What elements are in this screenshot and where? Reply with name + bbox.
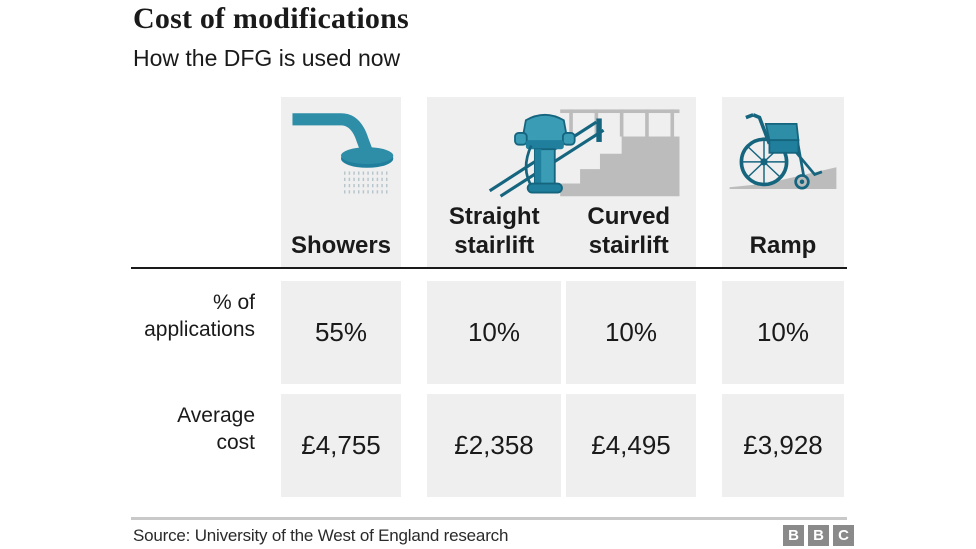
wheelchair-ramp-icon [726, 97, 840, 199]
column-header-showers: Showers [290, 232, 392, 259]
header-cell-showers: Showers [281, 97, 401, 268]
bbc-logo-letter-b1: B [783, 525, 804, 546]
header-divider-line [131, 267, 847, 269]
shower-head-icon [285, 97, 397, 199]
cell-showers-cost: £4,755 [281, 394, 401, 497]
header-cell-ramp: Ramp [722, 97, 844, 268]
page-subtitle: How the DFG is used now [133, 45, 401, 71]
cell-curved-stairlift-pct: 10% [566, 281, 696, 384]
cell-curved-stairlift-cost: £4,495 [566, 394, 696, 497]
cell-straight-stairlift-cost: £2,358 [427, 394, 561, 497]
cell-ramp-cost: £3,928 [722, 394, 844, 497]
cell-straight-stairlift-pct: 10% [427, 281, 561, 384]
cell-showers-pct: 55% [281, 281, 401, 384]
bbc-logo-letter-b2: B [808, 525, 829, 546]
header-cell-stairlifts: Straight stairlift Curved stairlift [427, 97, 696, 268]
stairlift-on-stairs-icon [443, 97, 681, 199]
stairlift-header-labels: Straight stairlift Curved stairlift [427, 202, 696, 268]
source-attribution: Source: University of the West of Englan… [133, 526, 509, 545]
page-title: Cost of modifications [133, 2, 409, 35]
footer-divider-line [131, 517, 847, 520]
cell-ramp-pct: 10% [722, 281, 844, 384]
row-label-pct-of-applications: % of applications [144, 291, 255, 341]
row-label-average-cost: Average cost [177, 404, 255, 454]
column-header-curved-stairlift: Curved stairlift [587, 203, 671, 259]
column-header-ramp: Ramp [749, 232, 817, 259]
bbc-logo: B B C [783, 525, 854, 546]
bbc-logo-letter-c: C [833, 525, 854, 546]
column-header-straight-stairlift: Straight stairlift [448, 203, 540, 259]
